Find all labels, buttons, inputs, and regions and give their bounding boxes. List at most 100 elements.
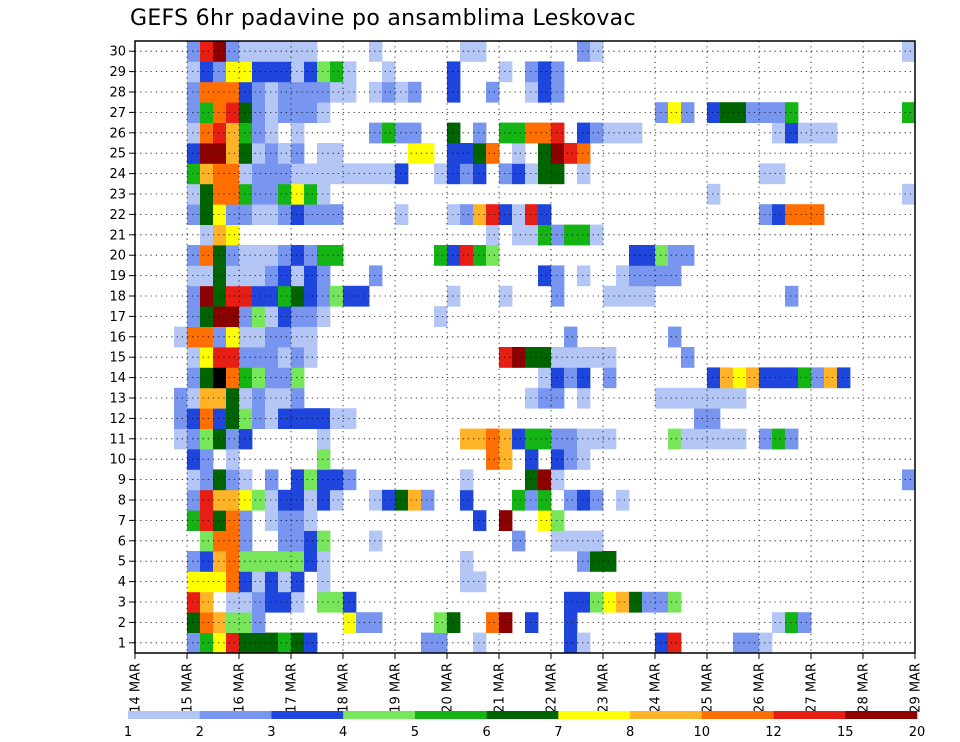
heatmap-cell <box>200 306 214 327</box>
heatmap-cell <box>291 367 305 389</box>
y-tick-label: 28 <box>109 86 126 101</box>
heatmap-cell <box>226 265 240 287</box>
heatmap-cell <box>538 81 552 103</box>
heatmap-cell <box>551 163 565 185</box>
heatmap-cell <box>525 428 539 450</box>
heatmap-cell <box>304 81 318 103</box>
heatmap-cell <box>369 81 383 103</box>
heatmap-cell <box>265 469 279 491</box>
heatmap-cell <box>252 81 266 103</box>
heatmap-cell <box>668 102 682 123</box>
y-tick-label: 1 <box>118 636 126 651</box>
heatmap-cell <box>447 163 461 185</box>
heatmap-cell <box>577 530 591 552</box>
heatmap-cell <box>317 81 331 103</box>
heatmap-cell <box>460 143 474 164</box>
heatmap-cell <box>525 469 539 491</box>
heatmap-cell <box>278 551 292 572</box>
heatmap-cell <box>421 632 435 654</box>
heatmap-cell <box>785 367 799 389</box>
heatmap-cell <box>200 428 214 450</box>
heatmap-cell <box>434 632 448 654</box>
heatmap-cell <box>447 122 461 144</box>
axis-layer: 1234567891011121314151617181920212223242… <box>109 45 923 713</box>
heatmap-cell <box>486 449 500 470</box>
heatmap-cell <box>577 143 591 164</box>
x-tick-label: 28 MAR <box>857 663 872 713</box>
legend-label: 10 <box>694 725 711 740</box>
x-tick-label: 25 MAR <box>701 663 716 713</box>
heatmap-cell <box>382 489 396 511</box>
legend-label: 3 <box>267 725 275 740</box>
heatmap-cell <box>460 204 474 225</box>
heatmap-cell <box>226 326 240 348</box>
heatmap-cell <box>278 387 292 409</box>
heatmap-cell <box>226 469 240 491</box>
heatmap-cell <box>291 591 305 613</box>
heatmap-cell <box>343 408 357 429</box>
heatmap-cell <box>252 367 266 389</box>
heatmap-cell <box>460 41 474 62</box>
heatmap-cell <box>785 102 799 123</box>
heatmap-cell <box>746 632 760 654</box>
heatmap-cell <box>811 367 825 389</box>
heatmap-cell <box>538 163 552 185</box>
heatmap-cell <box>252 163 266 185</box>
heatmap-cell <box>785 612 799 633</box>
heatmap-cell <box>772 163 786 185</box>
heatmap-cell <box>811 122 825 144</box>
y-tick-label: 23 <box>109 188 126 203</box>
heatmap-cell <box>460 489 474 511</box>
heatmap-cell <box>317 571 331 593</box>
heatmap-cell <box>330 204 344 225</box>
heatmap-cell <box>200 224 214 246</box>
heatmap-cell <box>252 326 266 348</box>
heatmap-cell <box>551 449 565 470</box>
heatmap-cell <box>668 245 682 266</box>
y-tick-label: 8 <box>118 494 126 509</box>
heatmap-cell <box>187 408 201 429</box>
heatmap-cell <box>902 469 916 491</box>
heatmap-cell <box>317 306 331 327</box>
heatmap-cell <box>187 183 201 205</box>
heatmap-cell <box>213 143 227 164</box>
heatmap-cell <box>200 510 214 531</box>
heatmap-cell <box>590 224 604 246</box>
heatmap-cell <box>512 428 526 450</box>
heatmap-cell <box>551 122 565 144</box>
grid-layer <box>135 41 915 653</box>
heatmap-cell <box>590 551 604 572</box>
heatmap-cell <box>512 347 526 368</box>
heatmap-cell <box>499 612 513 633</box>
heatmap-cell <box>616 122 630 144</box>
heatmap-cell <box>577 551 591 572</box>
heatmap-cell <box>798 204 812 225</box>
heatmap-cell <box>759 102 773 123</box>
heatmap-cell <box>629 122 643 144</box>
heatmap-cell <box>291 102 305 123</box>
heatmap-cell <box>291 245 305 266</box>
heatmap-cell <box>551 265 565 287</box>
y-tick-label: 12 <box>109 412 126 427</box>
heatmap-cell <box>603 347 617 368</box>
heatmap-cell <box>213 285 227 307</box>
heatmap-cell <box>200 265 214 287</box>
heatmap-cell <box>317 469 331 491</box>
heatmap-cell <box>252 204 266 225</box>
heatmap-cell <box>720 428 734 450</box>
y-tick-label: 11 <box>109 432 126 447</box>
heatmap-cell <box>200 449 214 470</box>
legend-swatch <box>845 711 918 719</box>
heatmap-cell <box>265 163 279 185</box>
heatmap-cell <box>278 408 292 429</box>
heatmap-cell <box>447 204 461 225</box>
heatmap-cell <box>226 632 240 654</box>
heatmap-cell <box>291 408 305 429</box>
heatmap-cell <box>330 408 344 429</box>
heatmap-cell <box>499 285 513 307</box>
heatmap-cell <box>252 41 266 62</box>
heatmap-cell <box>564 489 578 511</box>
heatmap-cell <box>343 81 357 103</box>
heatmap-cell <box>499 347 513 368</box>
heatmap-cell <box>837 367 851 389</box>
